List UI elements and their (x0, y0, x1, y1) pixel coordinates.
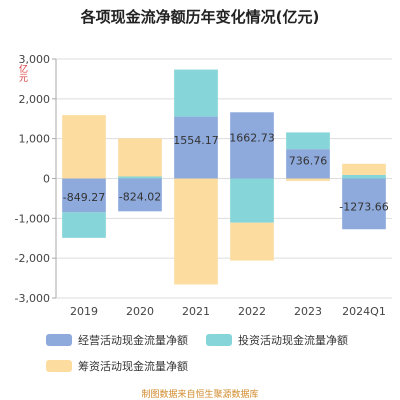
bar-operating-2022 (230, 112, 274, 179)
bar-financing-2022 (230, 222, 274, 261)
data-label-2020: -824.02 (119, 191, 161, 204)
bar-financing-2019 (62, 115, 106, 179)
bar-investing-2024Q1 (342, 174, 386, 179)
legend-swatch-financing (46, 360, 72, 372)
legend-label-operating: 经营活动现金流量净额 (78, 334, 188, 347)
source-note: 制图数据来自恒生聚源数据库 (141, 390, 259, 400)
bar-operating-2023 (286, 149, 330, 179)
y-tick-label: -2,000 (15, 252, 50, 265)
chart-title: 各项现金流净额历年变化情况(亿元) (80, 8, 320, 26)
bar-investing-2023 (286, 132, 330, 150)
gridlines (56, 58, 392, 299)
bar-investing-2019 (62, 212, 106, 238)
legend-label-financing: 筹资活动现金流量净额 (78, 360, 188, 373)
x-tick-label: 2021 (182, 305, 210, 318)
bar-financing-2020 (118, 138, 162, 177)
x-tick-label: 2024Q1 (342, 305, 386, 318)
y-tick-label: -3,000 (15, 292, 50, 305)
bar-operating-2021 (174, 116, 218, 179)
y-tick-label: -1,000 (15, 212, 50, 225)
data-label-2024Q1: -1273.66 (339, 200, 388, 213)
x-tick-label: 2022 (238, 305, 266, 318)
x-tick-label: 2023 (294, 305, 322, 318)
y-tick-label: 1,000 (19, 133, 51, 146)
data-label-2023: 736.76 (289, 154, 328, 167)
data-labels: -849.27 -824.02 1554.17 1662.73 736.76 -1273.… (63, 131, 389, 213)
legend-item-operating[interactable]: 经营活动现金流量净额 (46, 332, 188, 348)
data-label-2021: 1554.17 (173, 134, 219, 147)
data-label-2022: 1662.73 (229, 131, 275, 144)
bar-operating-2019 (62, 178, 106, 213)
bar-operating-2024Q1 (342, 178, 386, 230)
bar-investing-2022 (230, 178, 274, 223)
bar-investing-2020 (118, 176, 162, 179)
legend-swatch-operating (46, 334, 72, 346)
bar-financing-2024Q1 (342, 163, 386, 175)
data-label-2019: -849.27 (63, 191, 105, 204)
y-tick-label: 0 (43, 173, 50, 186)
axes: 3,000 2,000 1,000 0 -1,000 -2,000 -3,000 2019 20… (15, 53, 386, 318)
bar-operating-2020 (118, 178, 162, 212)
legend-swatch-investing (206, 334, 232, 346)
legend-label-investing: 投资活动现金流量净额 (238, 334, 348, 347)
legend-item-investing[interactable]: 投资活动现金流量净额 (206, 332, 348, 348)
bars (62, 69, 386, 285)
x-tick-label: 2020 (126, 305, 154, 318)
bar-investing-2021 (174, 69, 218, 117)
y-tick-label: 3,000 (19, 53, 51, 66)
legend-item-financing[interactable]: 筹资活动现金流量净额 (46, 358, 188, 374)
x-tick-label: 2019 (70, 305, 98, 318)
bar-financing-2021 (174, 178, 218, 285)
bar-financing-2023 (286, 178, 330, 181)
y-axis-unit: 亿元 (17, 64, 27, 82)
y-tick-label: 2,000 (19, 93, 51, 106)
